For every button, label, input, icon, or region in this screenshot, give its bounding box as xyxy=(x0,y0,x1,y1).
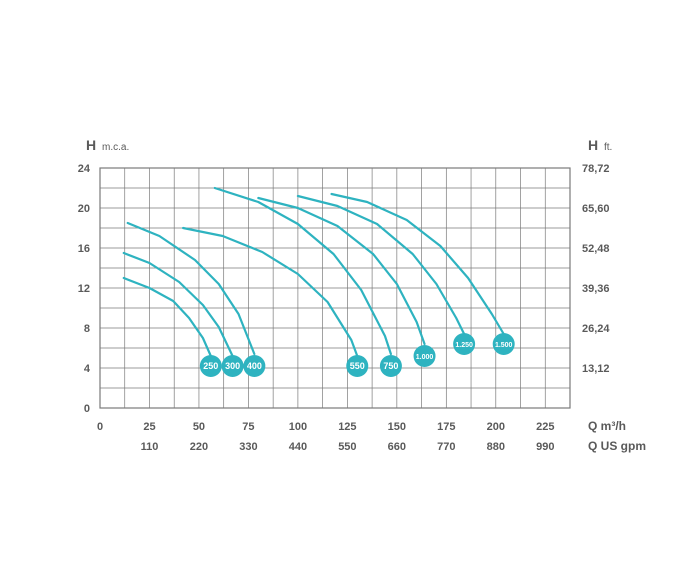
y-left-title: H xyxy=(86,137,96,153)
y-right-tick: 52,48 xyxy=(582,243,610,255)
y-left-tick: 16 xyxy=(78,243,90,255)
x-tick-m3h: 150 xyxy=(388,421,406,433)
bubble-label-1.500: 1.500 xyxy=(495,342,513,349)
x-tick-m3h: 50 xyxy=(193,421,205,433)
y-right-tick: 78,72 xyxy=(582,163,610,175)
x-label-m3h: Q m³/h xyxy=(588,419,626,433)
x-tick-m3h: 100 xyxy=(289,421,307,433)
x-tick-m3h: 25 xyxy=(143,421,155,433)
y-left-tick: 8 xyxy=(84,323,90,335)
pump-curve-chart: 2503004005507501.0001.2501.500Hm.c.a.048… xyxy=(0,0,696,564)
y-right-tick: 26,24 xyxy=(582,323,610,335)
x-tick-gpm: 660 xyxy=(388,441,406,453)
x-tick-m3h: 200 xyxy=(487,421,505,433)
y-right-tick: 39,36 xyxy=(582,283,610,295)
curve-550 xyxy=(183,228,357,356)
curve-750 xyxy=(215,188,391,354)
x-tick-gpm: 440 xyxy=(289,441,307,453)
bubble-label-250: 250 xyxy=(203,361,218,371)
y-right-unit: ft. xyxy=(604,142,612,153)
x-tick-m3h: 75 xyxy=(242,421,254,433)
y-left-tick: 0 xyxy=(84,403,90,415)
y-right-title: H xyxy=(588,137,598,153)
y-left-tick: 20 xyxy=(78,203,90,215)
x-label-gpm: Q US gpm xyxy=(588,439,646,453)
curve-300 xyxy=(124,253,233,356)
bubble-label-1.250: 1.250 xyxy=(455,342,473,349)
x-tick-m3h: 225 xyxy=(536,421,554,433)
bubble-label-400: 400 xyxy=(247,361,262,371)
x-tick-gpm: 770 xyxy=(437,441,455,453)
x-tick-gpm: 330 xyxy=(239,441,257,453)
y-right-tick: 13,12 xyxy=(582,363,610,375)
x-tick-m3h: 125 xyxy=(338,421,356,433)
y-left-tick: 24 xyxy=(78,163,91,175)
bubble-label-1.000: 1.000 xyxy=(416,354,434,361)
x-tick-gpm: 990 xyxy=(536,441,554,453)
y-left-tick: 12 xyxy=(78,283,90,295)
curve-250 xyxy=(124,278,211,356)
x-tick-gpm: 110 xyxy=(141,441,159,453)
curve-400 xyxy=(128,223,255,354)
x-tick-gpm: 550 xyxy=(338,441,356,453)
y-left-unit: m.c.a. xyxy=(102,142,129,153)
y-left-tick: 4 xyxy=(84,363,91,375)
bubble-label-750: 750 xyxy=(383,361,398,371)
bubble-label-300: 300 xyxy=(225,361,240,371)
x-tick-m3h: 0 xyxy=(97,421,103,433)
x-tick-gpm: 880 xyxy=(487,441,505,453)
y-right-tick: 65,60 xyxy=(582,203,610,215)
x-tick-m3h: 175 xyxy=(437,421,455,433)
x-tick-gpm: 220 xyxy=(190,441,208,453)
plot-area: 250 300 400 550 750 1.000 1.250 1.500 xyxy=(100,168,570,408)
bubble-label-550: 550 xyxy=(350,361,365,371)
